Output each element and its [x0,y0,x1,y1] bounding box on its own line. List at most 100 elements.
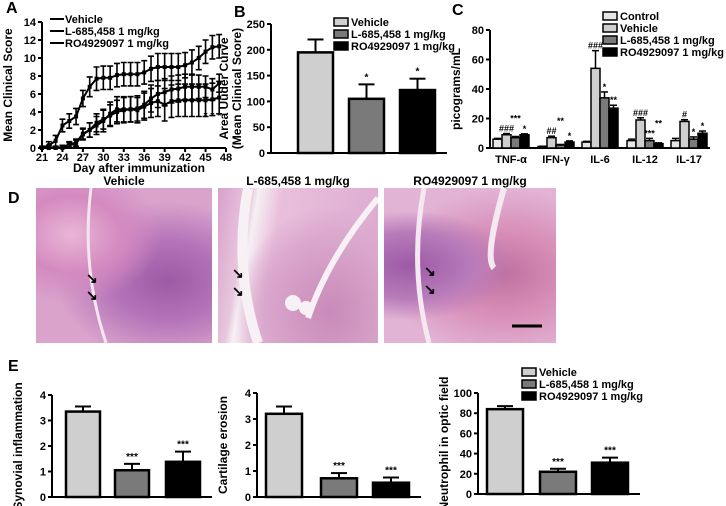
x-tick-label: IL-12 [632,154,658,166]
bar-0 [264,412,304,499]
legend-swatch [333,17,349,27]
legend-label: RO4929097 1 mg/kg [65,38,169,50]
bar-0 [492,138,503,149]
bar-0 [296,51,335,155]
y-axis-label: Neutrophil in optic field [437,377,451,506]
y-tick-label: 0 [30,143,36,155]
svg-text:↘: ↘ [232,283,244,299]
y-tick-label: 0 [245,492,251,504]
y-tick-label: 2 [30,125,36,137]
x-tick-label: 33 [118,152,130,164]
bar-2 [644,139,655,149]
x-tick-label: 45 [199,152,211,164]
y-tick-label: 6 [30,89,36,101]
histology-title-l685: L-685,458 1 mg/kg [246,174,350,188]
x-tick-label: 48 [220,152,232,164]
y-axis-label: Cartilage erosion [216,396,230,494]
y-tick-label: 10 [24,53,36,65]
legend-swatch [602,47,618,57]
legend-swatch [521,379,537,389]
legend-swatch [602,23,618,33]
y-axis-label: Mean Clinical Score [1,28,15,142]
bar-1 [635,119,646,149]
y-axis-label: Area Uuder Curve [217,37,231,139]
bar-0 [626,139,637,149]
bar-1 [501,133,512,149]
y-tick-label: 60 [460,428,472,440]
legend-label: Vehicle [539,367,577,379]
bar-2 [590,461,630,496]
y-tick-label: 1 [40,467,46,479]
y-tick-label: 80 [460,408,472,420]
significance-marker: * [416,67,420,78]
y-tick-label: 4 [30,107,37,119]
y-tick-label: 2 [40,441,46,453]
x-tick-label: IL-17 [676,154,702,166]
panel-label-c: C [452,2,464,19]
y-tick-label: 1 [245,466,251,478]
bar-0 [485,407,525,496]
svg-text:↘: ↘ [86,287,98,303]
y-tick-label: 60 [472,55,484,67]
significance-marker: * [365,72,369,83]
significance-marker: # [682,110,687,120]
y-axis-label: picograms/mL [449,48,463,130]
bar-0 [670,139,681,149]
legend-swatch [602,35,618,45]
bar-3 [653,142,664,149]
bar-1 [679,120,690,149]
y-tick-label: 4 [40,390,47,402]
bar-3 [564,141,575,149]
panel-label-b: B [234,4,246,21]
significance-marker: * [568,131,572,141]
legend-label: Vehicle [351,17,389,29]
y-tick-label: 3 [40,416,46,428]
bar-1 [319,477,359,499]
histology-image-vehicle: ↘ ↘ [36,188,212,343]
bar-1 [590,67,601,149]
significance-marker: *** [126,452,138,463]
significance-marker: ### [633,108,648,118]
y-tick-label: 250 [247,19,265,31]
significance-marker: * [217,111,221,122]
panel-label-e: E [8,358,19,375]
y-axis-label: (Mean Clinical Score) [230,28,244,149]
legend-label: L-685,458 1 mg/kg [351,29,446,41]
x-tick-label: 27 [77,152,89,164]
y-tick-label: 100 [247,96,265,108]
y-tick-label: 20 [460,469,472,481]
significance-marker: *** [644,128,655,138]
bar-2 [688,138,699,149]
panel-label-a: A [6,0,18,17]
histology-title-vehicle: Vehicle [103,174,145,188]
y-tick-label: 150 [247,71,265,83]
significance-marker: * [603,82,607,92]
y-tick-label: 4 [245,388,252,400]
x-tick-label: 36 [138,152,150,164]
panel-label-d: D [8,190,20,207]
svg-text:↘: ↘ [424,263,436,279]
x-tick-label: IFN-γ [542,154,570,166]
legend-label: Control [620,11,659,23]
bar-1 [546,136,557,149]
y-tick-label: 50 [253,122,265,134]
y-tick-label: 0 [40,492,46,504]
legend-swatch [333,41,349,51]
significance-marker: ### [588,41,603,51]
legend-label: L-685,458 1 mg/kg [620,35,715,47]
y-tick-label: 8 [30,71,36,83]
bar-3 [519,133,530,149]
x-tick-label: 42 [179,152,191,164]
bar-0 [537,145,548,149]
bar-3 [697,132,708,149]
legend-swatch [521,391,537,401]
bar-1 [347,97,386,155]
significance-marker: * [523,124,527,134]
legend-label: RO4929097 1 mg/kg [539,391,643,403]
bar-2 [371,481,411,499]
y-tick-label: 14 [24,17,37,29]
svg-text:↘: ↘ [86,270,98,286]
legend-swatch [602,11,618,21]
series-line-0 [41,45,220,149]
